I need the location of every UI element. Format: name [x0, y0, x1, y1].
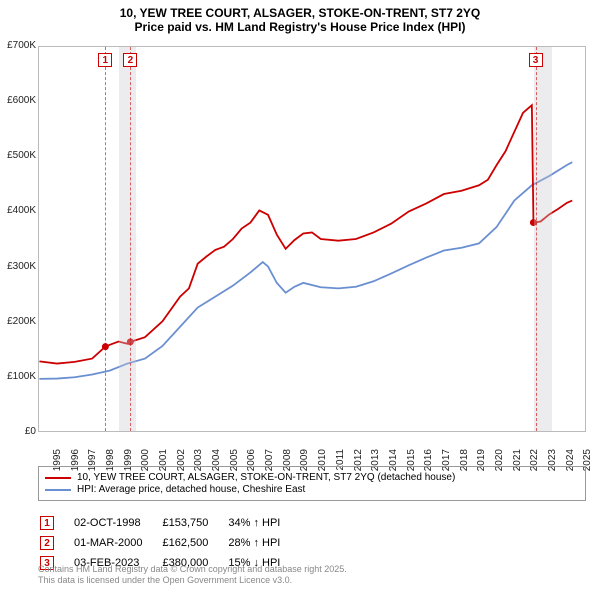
sale-price: £153,750	[162, 514, 226, 532]
sale-delta: 34% ↑ HPI	[228, 514, 298, 532]
sale-marker-3: 3	[529, 53, 543, 67]
y-axis-label: £200K	[0, 316, 36, 327]
title-subtitle: Price paid vs. HM Land Registry's House …	[0, 20, 600, 34]
y-axis-label: £0	[0, 426, 36, 437]
marker-2-icon: 2	[40, 536, 54, 550]
y-axis-label: £500K	[0, 150, 36, 161]
shade-band	[119, 47, 137, 431]
sale-date: 01-MAR-2000	[74, 534, 160, 552]
sale-marker-1: 1	[98, 53, 112, 67]
sale-price: £162,500	[162, 534, 226, 552]
y-axis-label: £400K	[0, 205, 36, 216]
footer-line2: This data is licensed under the Open Gov…	[38, 575, 347, 586]
legend-label-property: 10, YEW TREE COURT, ALSAGER, STOKE-ON-TR…	[77, 472, 455, 483]
legend-swatch-hpi	[45, 489, 71, 491]
sale-delta: 28% ↑ HPI	[228, 534, 298, 552]
table-row: 2 01-MAR-2000 £162,500 28% ↑ HPI	[40, 534, 298, 552]
plot-area: 12 3	[38, 46, 586, 432]
footer-line1: Contains HM Land Registry data © Crown c…	[38, 564, 347, 575]
chart: 123 £0£100K£200K£300K£400K£500K£600K£700…	[38, 46, 586, 432]
sale-vline	[130, 47, 131, 431]
sale-date: 02-OCT-1998	[74, 514, 160, 532]
legend: 10, YEW TREE COURT, ALSAGER, STOKE-ON-TR…	[38, 466, 586, 501]
legend-swatch-property	[45, 477, 71, 479]
footer: Contains HM Land Registry data © Crown c…	[38, 564, 347, 586]
sale-vline	[105, 47, 106, 431]
marker-1-icon: 1	[40, 516, 54, 530]
title-address: 10, YEW TREE COURT, ALSAGER, STOKE-ON-TR…	[0, 6, 600, 20]
y-axis-label: £100K	[0, 371, 36, 382]
sale-marker-2: 2	[123, 53, 137, 67]
y-axis-label: £600K	[0, 95, 36, 106]
sale-vline	[536, 47, 537, 431]
y-axis-label: £300K	[0, 261, 36, 272]
legend-label-hpi: HPI: Average price, detached house, Ches…	[77, 484, 305, 495]
shade-band	[534, 47, 552, 431]
y-axis-label: £700K	[0, 40, 36, 51]
table-row: 1 02-OCT-1998 £153,750 34% ↑ HPI	[40, 514, 298, 532]
